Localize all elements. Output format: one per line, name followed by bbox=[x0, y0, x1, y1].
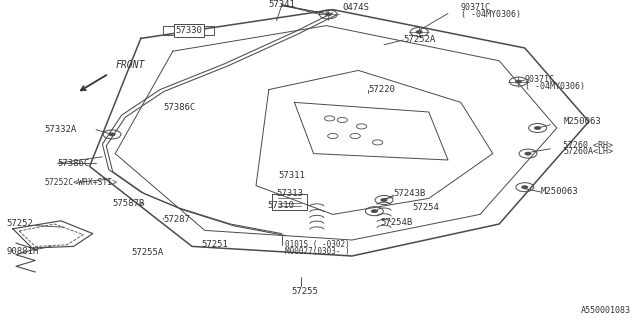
Text: 0101S ( -0302): 0101S ( -0302) bbox=[285, 240, 349, 249]
Text: 57310: 57310 bbox=[268, 201, 294, 210]
Text: 90881H: 90881H bbox=[6, 247, 38, 256]
Text: 57252C<WRX+STI>: 57252C<WRX+STI> bbox=[45, 178, 118, 187]
Circle shape bbox=[109, 133, 115, 136]
Circle shape bbox=[525, 152, 531, 155]
Text: 57313: 57313 bbox=[276, 189, 303, 198]
Circle shape bbox=[522, 186, 528, 189]
Text: 57386C: 57386C bbox=[58, 159, 90, 168]
Text: M250063: M250063 bbox=[541, 188, 579, 196]
Circle shape bbox=[515, 80, 522, 83]
Text: FRONT: FRONT bbox=[115, 60, 145, 70]
Text: ( -04MY0306): ( -04MY0306) bbox=[461, 10, 521, 19]
Text: 57255: 57255 bbox=[291, 287, 318, 296]
Circle shape bbox=[534, 126, 541, 130]
Text: 57254B: 57254B bbox=[381, 218, 413, 227]
Text: 57287: 57287 bbox=[163, 215, 190, 224]
Text: 57330: 57330 bbox=[175, 26, 202, 35]
Circle shape bbox=[416, 30, 422, 34]
Text: M00027(0303- ): M00027(0303- ) bbox=[285, 247, 349, 256]
Text: 57587B: 57587B bbox=[112, 199, 144, 208]
Text: 57255A: 57255A bbox=[131, 248, 163, 257]
Text: 57341: 57341 bbox=[268, 0, 295, 9]
Text: 57260 <RH>: 57260 <RH> bbox=[563, 141, 613, 150]
Text: 57260A<LH>: 57260A<LH> bbox=[563, 148, 613, 156]
Text: A550001083: A550001083 bbox=[580, 306, 630, 315]
Text: 57254: 57254 bbox=[413, 204, 440, 212]
Text: 57243B: 57243B bbox=[394, 189, 426, 198]
Circle shape bbox=[325, 13, 332, 16]
Text: 0474S: 0474S bbox=[342, 4, 369, 12]
Text: 57386C: 57386C bbox=[163, 103, 195, 112]
Text: 57252A: 57252A bbox=[403, 36, 435, 44]
Text: 57311: 57311 bbox=[278, 172, 305, 180]
Text: 57251: 57251 bbox=[202, 240, 228, 249]
Text: 57252: 57252 bbox=[6, 220, 33, 228]
Text: 90371C: 90371C bbox=[525, 76, 555, 84]
Text: ( -04MY0306): ( -04MY0306) bbox=[525, 82, 585, 91]
Text: 90371C: 90371C bbox=[461, 4, 491, 12]
Circle shape bbox=[381, 198, 387, 202]
Text: 57220: 57220 bbox=[368, 85, 395, 94]
Circle shape bbox=[371, 210, 378, 213]
Text: M250063: M250063 bbox=[563, 117, 601, 126]
Text: 57332A: 57332A bbox=[45, 125, 77, 134]
